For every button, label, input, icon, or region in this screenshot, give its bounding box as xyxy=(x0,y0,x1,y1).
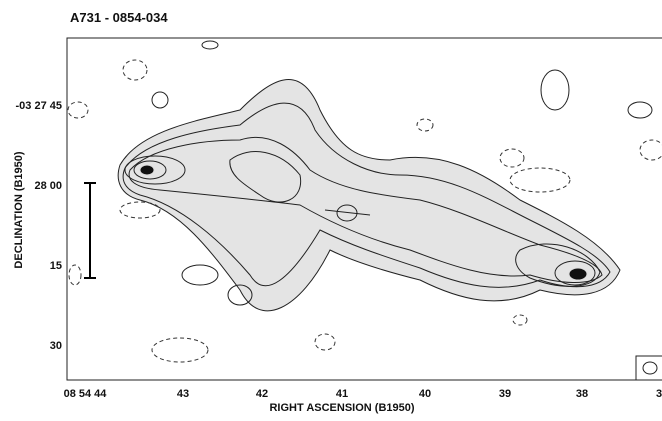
noise-contours xyxy=(67,40,662,363)
x-tick-label: 43 xyxy=(177,388,189,400)
beam xyxy=(642,361,658,375)
y-tick-label: 15 xyxy=(50,260,62,272)
x-axis-label: RIGHT ASCENSION (B1950) xyxy=(269,402,414,414)
y-tick-label: -03 27 45 xyxy=(16,100,62,112)
y-tick-label: 30 xyxy=(50,340,62,352)
x-tick-label: 3 xyxy=(656,388,662,400)
y-ticks: -03 27 45 28 00 15 30 xyxy=(16,100,62,352)
x-tick-label: 41 xyxy=(336,388,348,400)
y-axis-label: DECLINATION (B1950) xyxy=(13,151,25,268)
x-ticks: 08 54 44 43 42 41 40 39 38 3 xyxy=(64,388,662,400)
x-tick-label: 40 xyxy=(419,388,431,400)
y-tick-label: 28 00 xyxy=(34,180,62,192)
x-tick-label: 39 xyxy=(499,388,511,400)
radio-source xyxy=(117,79,621,312)
x-tick-label: 42 xyxy=(256,388,268,400)
x-tick-label: 38 xyxy=(576,388,588,400)
title: A731 - 0854-034 xyxy=(70,10,168,25)
beam-box xyxy=(635,355,662,381)
x-tick-label: 08 54 44 xyxy=(64,388,108,400)
